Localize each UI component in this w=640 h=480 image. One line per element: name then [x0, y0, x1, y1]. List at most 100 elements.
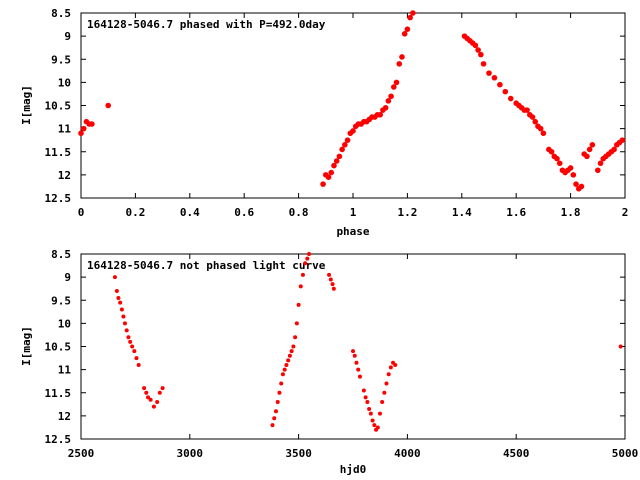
phased-data-point: [586, 146, 593, 153]
phased-data-point: [611, 146, 617, 153]
unphased-y-tick-label: 12: [58, 410, 71, 423]
unphased-data-point: [126, 335, 131, 340]
unphased-data-point: [291, 344, 296, 349]
phased-data-point: [377, 111, 384, 118]
unphased-data-point: [351, 349, 355, 354]
phased-data-point: [472, 42, 479, 49]
unphased-light-curve-chart: 164128-5046.7 not phased light curve hjd…: [20, 248, 638, 476]
unphased-y-tick-label: 12.5: [45, 433, 72, 446]
unphased-data-point: [130, 344, 135, 349]
phased-data-point: [556, 160, 563, 167]
phased-data-point: [619, 137, 626, 143]
unphased-x-tick-label: 3500: [285, 447, 312, 460]
unphased-y-tick-label: 11: [58, 364, 72, 377]
unphased-data-point: [144, 390, 149, 395]
unphased-data-point: [388, 365, 393, 370]
phased-data-point: [497, 81, 503, 88]
unphased-data-point: [298, 284, 303, 289]
phased-chart-title: 164128-5046.7 phased with P=492.0day: [87, 18, 326, 31]
unphased-x-tick-label: 5000: [612, 447, 639, 460]
phased-data-point: [399, 54, 405, 60]
phased-data-point: [105, 102, 111, 109]
unphased-y-tick-label: 10: [58, 317, 71, 330]
unphased-data-point: [122, 321, 127, 326]
unphased-y-ticks: 8.5 9 9.5 10 10.5 11 11.5 12 12.5: [45, 248, 625, 446]
unphased-data-point: [354, 360, 359, 365]
unphased-data-point: [146, 395, 151, 400]
unphased-data-point: [121, 314, 126, 319]
phased-data-point: [567, 165, 574, 171]
phased-x-tick-label: 0.4: [180, 206, 200, 219]
phased-data-point: [339, 146, 345, 153]
unphased-y-tick-label: 9.5: [51, 294, 71, 307]
phased-data-point: [573, 181, 579, 187]
unphased-data-point: [370, 418, 375, 423]
phased-data-point: [595, 167, 601, 174]
phased-y-axis-label: I[mag]: [20, 85, 33, 125]
unphased-data-point: [279, 381, 284, 386]
phased-data-point: [554, 155, 560, 162]
unphased-x-axis-label: hjd0: [340, 463, 367, 476]
phased-data-point: [404, 26, 411, 32]
phased-data-point: [393, 79, 400, 86]
phased-y-tick-label: 9.5: [51, 53, 71, 66]
unphased-data-point: [119, 307, 124, 312]
unphased-data-point: [280, 372, 285, 377]
phased-x-tick-label: 0.6: [234, 206, 254, 219]
phased-x-axis-label: phase: [336, 225, 369, 238]
unphased-data-point: [363, 395, 368, 400]
unphased-data-points: [112, 252, 623, 432]
unphased-data-point: [128, 339, 133, 344]
phased-y-tick-label: 11.5: [45, 146, 72, 159]
unphased-data-point: [273, 409, 278, 414]
phased-data-point: [491, 74, 498, 81]
unphased-data-point: [114, 289, 119, 293]
unphased-x-ticks: 2500 3000 3500 4000 4500 5000: [68, 254, 639, 460]
phased-x-tick-label: 2: [622, 206, 629, 219]
phased-x-tick-label: 1.2: [397, 206, 417, 219]
phased-plot-frame: [80, 12, 626, 199]
phased-y-tick-label: 12: [58, 169, 71, 182]
unphased-data-point: [380, 400, 385, 404]
phased-y-ticks: 8.5 9 9.5 10 10.5 11 11.5 12 12.5: [45, 7, 625, 205]
unphased-data-point: [112, 275, 117, 280]
unphased-data-point: [270, 423, 275, 428]
unphased-data-point: [356, 367, 361, 372]
phased-y-tick-label: 10.5: [45, 100, 72, 113]
phased-data-point: [529, 114, 536, 120]
phased-y-tick-label: 9: [64, 30, 71, 43]
phased-y-tick-label: 8.5: [51, 7, 71, 20]
phased-x-ticks: 0 0.2 0.4 0.6 0.8 1 1.2 1.4 1.6 1.8 2: [78, 13, 629, 219]
unphased-data-point: [142, 386, 147, 391]
unphased-data-point: [118, 300, 123, 305]
phased-data-point: [578, 183, 585, 190]
phased-data-point: [78, 130, 84, 137]
unphased-data-point: [327, 272, 332, 277]
unphased-data-point: [277, 390, 282, 395]
phased-data-point: [391, 84, 397, 90]
phased-y-tick-label: 12.5: [45, 192, 72, 205]
unphased-data-point: [618, 344, 623, 349]
unphased-y-tick-label: 8.5: [51, 248, 71, 261]
phased-x-tick-label: 1: [350, 206, 357, 219]
unphased-data-point: [296, 302, 301, 307]
unphased-y-tick-label: 11.5: [45, 387, 72, 400]
phased-data-point: [401, 31, 408, 37]
phased-x-tick-label: 0: [78, 206, 85, 219]
phased-data-point: [478, 51, 484, 58]
phased-data-point: [570, 172, 577, 178]
unphased-data-point: [375, 425, 380, 430]
phased-light-curve-chart: 164128-5046.7 phased with P=492.0day pha…: [20, 7, 628, 238]
unphased-chart-title: 164128-5046.7 not phased light curve: [87, 259, 326, 272]
phased-data-point: [336, 153, 343, 160]
unphased-plot-frame: [80, 253, 626, 440]
unphased-y-tick-label: 9: [64, 271, 71, 284]
phased-data-points: [78, 10, 626, 192]
unphased-data-point: [294, 321, 299, 326]
phased-x-tick-label: 0.2: [125, 206, 145, 219]
unphased-data-point: [157, 390, 162, 395]
unphased-data-point: [305, 256, 310, 261]
unphased-data-point: [124, 328, 129, 333]
phased-data-point: [89, 121, 95, 127]
phased-data-point: [328, 169, 335, 176]
